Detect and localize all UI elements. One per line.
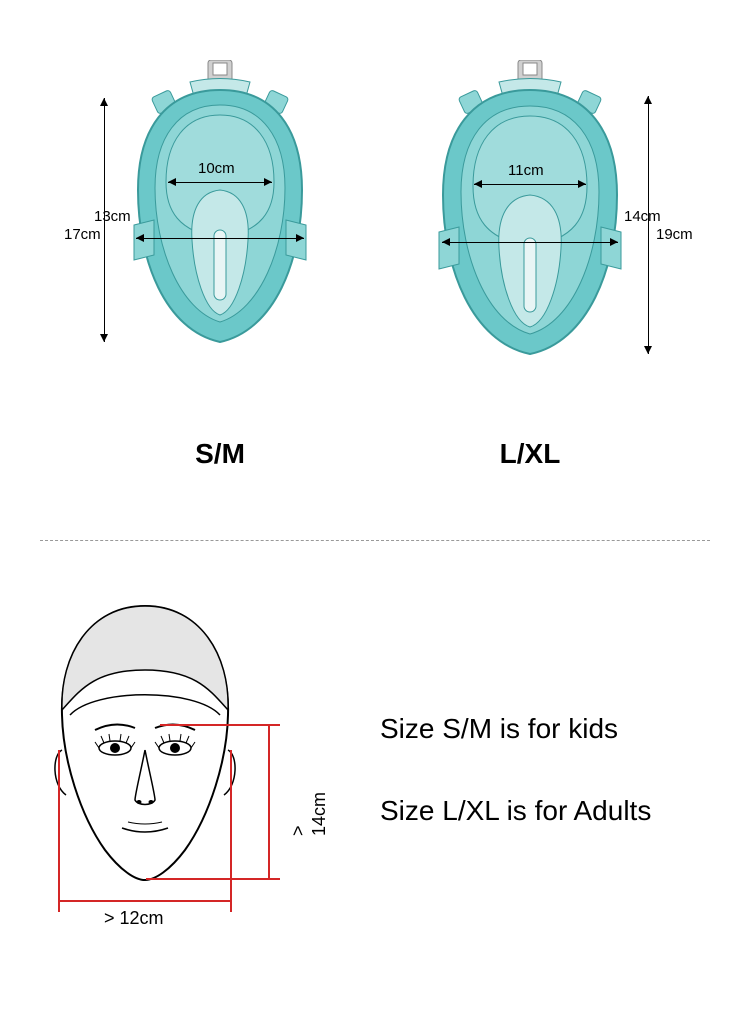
section-divider xyxy=(40,540,710,541)
dim-sm-mid-width-label: 13cm xyxy=(94,208,131,225)
mask-comparison-section: 10cm 13cm 17cm S/M xyxy=(0,0,750,480)
guide-line-sm: Size S/M is for kids xyxy=(380,713,651,745)
size-guide-text: Size S/M is for kids Size L/XL is for Ad… xyxy=(380,713,651,827)
dim-lxl-mid-width xyxy=(442,242,618,243)
face-height-dim-bottom xyxy=(146,878,270,880)
mask-lxl-illustration xyxy=(415,60,645,360)
dim-lxl-height xyxy=(648,96,649,354)
face-height-dim-top xyxy=(160,724,270,726)
dim-lxl-inner-width xyxy=(474,184,586,185)
face-height-dim xyxy=(268,724,270,880)
dim-lxl-height-label: 19cm xyxy=(656,226,693,243)
guide-line-lxl: Size L/XL is for Adults xyxy=(380,795,651,827)
sizing-guide-section: > 12cm > 14cm Size S/M is for kids Size … xyxy=(0,600,750,940)
mask-lxl-size-label: L/XL xyxy=(500,438,561,470)
face-width-dim xyxy=(58,900,232,902)
face-width-label: > 12cm xyxy=(104,908,164,929)
dim-sm-inner-width-label: 10cm xyxy=(198,160,235,177)
dim-sm-inner-width xyxy=(168,182,272,183)
mask-sm-size-label: S/M xyxy=(195,438,245,470)
dim-sm-height-label: 17cm xyxy=(64,226,101,243)
dim-lxl-mid-width-label: 14cm xyxy=(624,208,661,225)
mask-lxl-block: 11cm 14cm 19cm L/XL xyxy=(380,60,680,420)
mask-sm-block: 10cm 13cm 17cm S/M xyxy=(70,60,370,420)
face-illustration xyxy=(40,600,250,890)
masks-row: 10cm 13cm 17cm S/M xyxy=(0,0,750,420)
mask-sm-illustration xyxy=(110,60,330,350)
dim-sm-mid-width xyxy=(136,238,304,239)
face-width-dim-left xyxy=(58,750,60,900)
face-height-label: > 14cm xyxy=(288,784,330,836)
dim-sm-height xyxy=(104,98,105,342)
face-measurement-block: > 12cm > 14cm xyxy=(40,600,340,940)
dim-lxl-inner-width-label: 11cm xyxy=(508,162,544,179)
